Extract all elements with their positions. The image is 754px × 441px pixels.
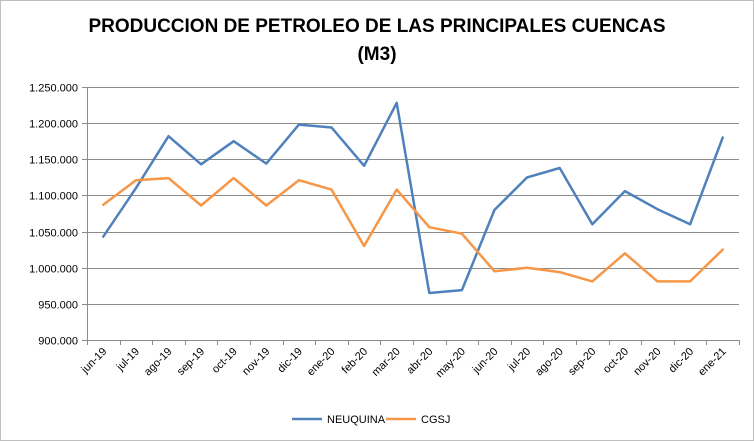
y-tick-label: 1.100.000 bbox=[29, 191, 78, 203]
x-tick-label: may-20 bbox=[434, 346, 468, 380]
x-tick-label: mar-20 bbox=[370, 346, 403, 379]
legend: NEUQUINA CGSJ bbox=[292, 414, 450, 426]
x-tick-label: oct-19 bbox=[210, 346, 240, 376]
x-tick-label: oct-20 bbox=[601, 346, 631, 376]
x-tick-label: sep-19 bbox=[175, 346, 207, 378]
x-tick-label: nov-19 bbox=[240, 346, 272, 378]
x-tick-label: sep-20 bbox=[566, 346, 598, 378]
y-tick-label: 1.250.000 bbox=[29, 83, 78, 95]
x-tick-label: jun-19 bbox=[79, 346, 110, 377]
y-tick-label: 1.000.000 bbox=[29, 264, 78, 276]
x-tick-label: dic-19 bbox=[275, 346, 305, 376]
gridlines bbox=[87, 87, 739, 305]
y-tick-label: 1.050.000 bbox=[29, 228, 78, 240]
x-tick-label: feb-20 bbox=[340, 346, 371, 377]
chart-title: PRODUCCION DE PETROLEO DE LAS PRINCIPALE… bbox=[88, 16, 666, 37]
x-tick-label: ago-19 bbox=[142, 346, 175, 379]
x-tick-label: jul-19 bbox=[114, 346, 142, 374]
y-tick-label: 900.000 bbox=[38, 336, 78, 348]
x-tick-label: jul-20 bbox=[505, 346, 533, 374]
x-tick-label: ene-20 bbox=[305, 346, 338, 379]
x-tick-label: abr-20 bbox=[404, 346, 435, 377]
chart-title-block: PRODUCCION DE PETROLEO DE LAS PRINCIPALE… bbox=[1, 13, 753, 69]
y-axis-tick-labels: 900.000 950.000 1.000.000 1.050.000 1.100.00… bbox=[29, 83, 78, 348]
chart-subtitle: (M3) bbox=[357, 44, 397, 65]
series-line-cgsj bbox=[102, 176, 724, 283]
series-lines bbox=[102, 101, 724, 295]
y-tick-label: 950.000 bbox=[38, 300, 78, 312]
legend-label-cgsj: CGSJ bbox=[421, 414, 450, 426]
x-tick-label: dic-20 bbox=[667, 346, 697, 376]
y-tick-label: 1.200.000 bbox=[29, 119, 78, 131]
y-tick-label: 1.150.000 bbox=[29, 155, 78, 167]
x-axis-tick-labels: jun-19 jul-19 ago-19 sep-19 oct-19 nov-19 dic-… bbox=[79, 346, 729, 380]
x-tick-label: jun-20 bbox=[470, 346, 501, 377]
x-tick-label: ago-20 bbox=[533, 346, 566, 379]
axes bbox=[82, 87, 740, 345]
series-line-neuquina bbox=[102, 101, 724, 295]
x-tick-label: ene-21 bbox=[696, 346, 729, 379]
x-tick-label: nov-20 bbox=[631, 346, 663, 378]
legend-label-neuquina: NEUQUINA bbox=[327, 414, 386, 426]
